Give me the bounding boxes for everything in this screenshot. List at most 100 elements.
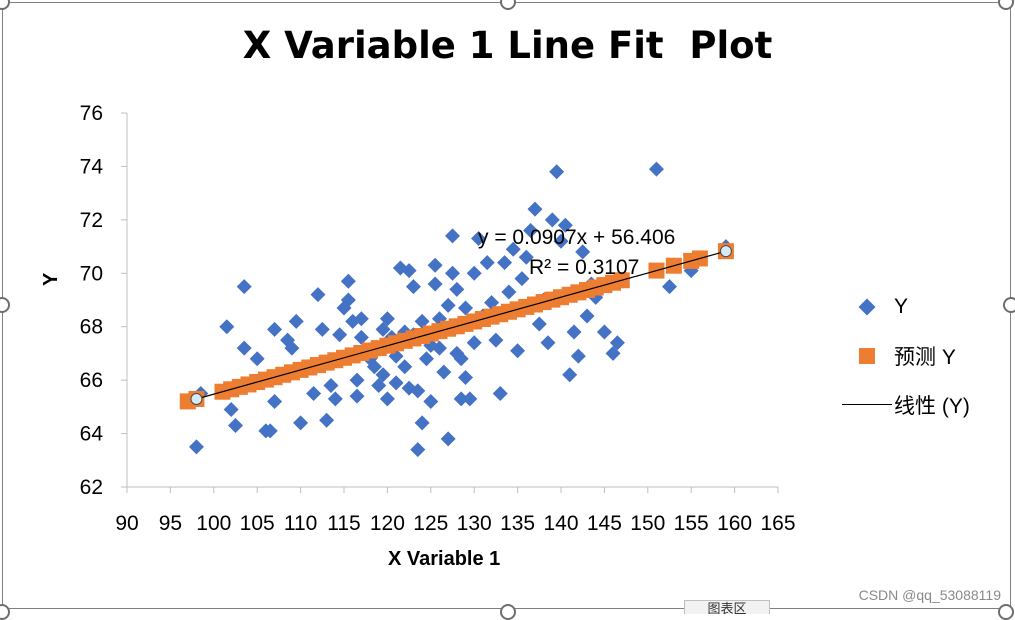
data-point-y — [323, 377, 339, 393]
data-point-y — [388, 375, 404, 391]
x-tick-label: 125 — [413, 512, 448, 535]
data-point-y — [410, 383, 426, 399]
data-point-y — [414, 415, 430, 431]
legend-label-predicted-y: 预测 Y — [894, 345, 956, 369]
data-point-y — [462, 391, 478, 407]
resize-handle-top-right[interactable] — [998, 0, 1014, 10]
data-point-y — [375, 367, 391, 383]
data-point-y — [445, 228, 460, 244]
x-tick-label: 160 — [717, 512, 752, 535]
data-point-y — [397, 359, 413, 375]
data-point-y — [449, 281, 465, 297]
data-point-y — [436, 364, 452, 380]
data-point-y — [544, 212, 560, 228]
data-point-y — [306, 386, 322, 401]
data-point-y — [293, 415, 309, 431]
y-axis-label: Y — [40, 272, 62, 286]
data-point-y — [314, 321, 330, 337]
axes — [121, 112, 779, 493]
legend-item-y[interactable]: Y — [840, 282, 970, 331]
data-point-y — [549, 164, 565, 180]
data-point-y — [319, 412, 335, 428]
data-point-y — [648, 161, 664, 177]
data-point-y — [340, 273, 356, 289]
diamond-marker-icon — [858, 298, 876, 315]
series-y-points — [188, 161, 734, 458]
legend[interactable]: Y 预测 Y 线性 (Y) — [840, 282, 970, 429]
y-tick-label: 62 — [80, 476, 103, 499]
data-point-y — [492, 386, 508, 401]
data-point-y — [562, 367, 578, 383]
legend-item-trendline[interactable]: 线性 (Y) — [840, 380, 970, 429]
x-tick-label: 90 — [115, 512, 138, 535]
data-point-y — [570, 348, 586, 364]
data-point-y — [523, 223, 539, 239]
data-point-y — [479, 255, 495, 271]
data-point-y — [440, 297, 456, 313]
data-point-y — [349, 372, 365, 388]
x-tick-label: 100 — [196, 512, 231, 535]
data-point-y — [505, 241, 521, 257]
data-point-y — [284, 340, 300, 356]
data-point-y — [366, 359, 382, 375]
data-point-y — [427, 257, 443, 273]
data-point-y — [401, 263, 417, 279]
x-tick-label: 155 — [674, 512, 709, 535]
y-tick-label: 74 — [80, 155, 104, 178]
data-point-y — [579, 308, 595, 324]
data-point-y — [575, 244, 591, 260]
resize-handle-middle-left[interactable] — [0, 297, 10, 313]
resize-handle-top-middle[interactable] — [500, 0, 516, 10]
data-point-y — [662, 279, 677, 295]
data-point-y — [353, 311, 369, 327]
data-point-y — [353, 329, 369, 345]
data-point-y — [219, 319, 235, 335]
data-point-y — [466, 265, 482, 281]
data-point-y — [349, 388, 365, 404]
data-point-y — [453, 391, 469, 407]
y-tick-label: 72 — [80, 209, 103, 232]
x-tick-label: 165 — [760, 512, 795, 535]
data-point-y — [310, 287, 326, 303]
trendline-endpoint-handle[interactable] — [719, 245, 732, 258]
data-point-y — [553, 233, 569, 249]
data-point-y — [236, 340, 252, 356]
data-point-y — [458, 369, 474, 385]
chart-area-tab[interactable]: 图表区 — [684, 600, 770, 614]
data-point-y — [249, 351, 265, 367]
trendline — [190, 245, 732, 405]
data-point-y — [405, 279, 421, 295]
data-point-y — [497, 255, 513, 271]
data-point-y — [609, 335, 625, 351]
data-point-y — [267, 321, 283, 337]
data-point-y — [466, 335, 482, 351]
data-point-y — [531, 316, 547, 332]
legend-item-predicted-y[interactable]: 预测 Y — [840, 331, 970, 380]
x-tick-label: 95 — [159, 512, 182, 535]
data-point-y — [423, 394, 439, 410]
data-point-y — [518, 249, 534, 265]
x-tick-label: 145 — [587, 512, 622, 535]
y-tick-label: 76 — [80, 102, 103, 125]
trendline-equation: y = 0.0907x + 56.406 — [478, 226, 675, 249]
data-point-y — [267, 394, 283, 410]
y-tick-label: 66 — [80, 369, 103, 392]
data-point-y — [557, 217, 573, 233]
resize-handle-middle-right[interactable] — [1003, 297, 1015, 313]
data-point-y — [488, 332, 504, 348]
trendline-endpoint-handle[interactable] — [190, 392, 203, 405]
data-point-y — [340, 292, 356, 308]
data-point-y — [223, 402, 239, 418]
y-tick-label: 64 — [80, 423, 104, 446]
data-point-y — [566, 324, 582, 340]
x-tick-label: 105 — [240, 512, 275, 535]
data-point-y — [471, 231, 487, 247]
data-point-y — [596, 324, 612, 340]
square-marker-icon — [859, 347, 875, 364]
x-tick-label: 150 — [630, 512, 665, 535]
watermark: CSDN @qq_53088119 — [858, 587, 1001, 603]
data-point-y — [453, 351, 469, 367]
data-point-y — [371, 377, 387, 393]
resize-handle-top-left[interactable] — [0, 0, 10, 10]
x-tick-label: 110 — [284, 512, 317, 535]
